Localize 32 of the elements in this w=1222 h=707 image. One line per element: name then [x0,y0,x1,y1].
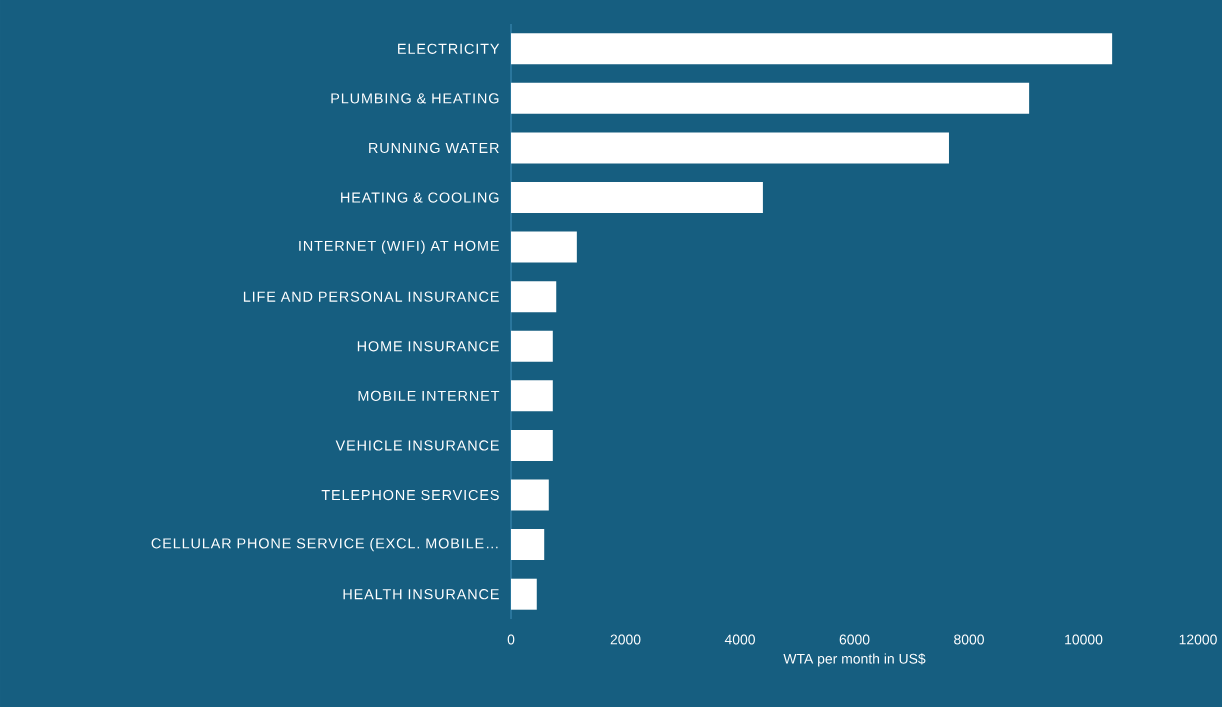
bar [511,429,553,461]
y-tick-label: RUNNING WATER [369,142,499,154]
bar [511,231,577,263]
x-tick-label: 4000 [724,634,755,645]
x-axis-title: WTA per month in US$ [783,653,926,667]
bar [511,529,545,561]
bar [511,380,553,412]
x-tick-label: 2000 [610,634,641,645]
x-tick-label: 6000 [839,634,870,645]
y-tick-label: PLUMBING & HEATING [331,93,499,104]
y-tick-label: LIFE AND PERSONAL INSURANCE [243,291,499,302]
bar [511,182,763,214]
y-tick-label: TELEPHONE SERVICES [321,489,499,501]
y-tick-label: VEHICLE INSURANCE [335,440,499,451]
y-tick-label: MOBILE INTERNET [358,390,500,401]
y-tick-label: HEALTH INSURANCE [343,589,499,600]
bar [511,479,549,511]
bar [511,578,537,610]
x-tick-label: 0 [507,634,515,645]
y-tick-label: HEATING & COOLING [341,192,499,203]
x-tick-label: 8000 [954,634,984,645]
y-tick-label: CELLULAR PHONE SERVICE (EXCL. MOBILE… [151,537,498,552]
bar [511,82,1030,114]
bar [511,33,1113,65]
bar [511,281,557,313]
y-tick-label: HOME INSURANCE [357,341,499,352]
x-tick-label: 12000 [1179,634,1217,645]
y-tick-label: ELECTRICITY [398,43,500,54]
bar [511,330,553,362]
y-tick-label: INTERNET (WIFI) AT HOME [299,240,499,254]
bar [511,132,949,164]
x-tick-label: 10000 [1065,634,1103,645]
